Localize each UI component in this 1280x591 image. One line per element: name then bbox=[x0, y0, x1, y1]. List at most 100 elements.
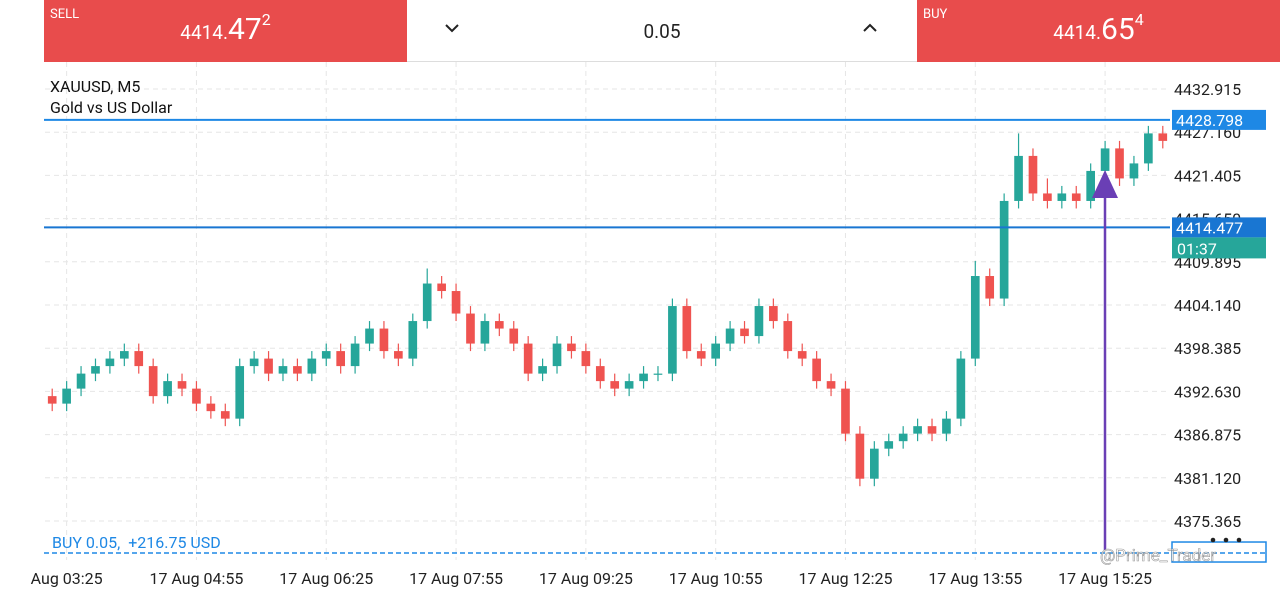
x-tick-label: 17 Aug 12:25 bbox=[799, 569, 893, 588]
candle-body bbox=[177, 381, 187, 389]
candle-body bbox=[422, 283, 432, 322]
candle-body bbox=[192, 388, 201, 404]
candle-body bbox=[884, 441, 894, 449]
volume[interactable]: 0.05 bbox=[643, 20, 681, 43]
y-tick-label: 4375.365 bbox=[1174, 512, 1241, 531]
decrease-button[interactable] bbox=[444, 22, 460, 34]
sell-price: 4414.472 bbox=[44, 10, 407, 47]
candle-body bbox=[249, 358, 259, 367]
candle-body bbox=[1057, 193, 1067, 201]
candle-body bbox=[898, 433, 908, 442]
sell-price-big: 47 bbox=[228, 12, 262, 47]
candle-body bbox=[985, 276, 995, 299]
buy-price-main: 4414. bbox=[1053, 21, 1101, 44]
y-tick-label: 4432.915 bbox=[1174, 80, 1241, 99]
candle-body bbox=[235, 366, 245, 419]
candle-body bbox=[495, 321, 504, 329]
candle-body bbox=[91, 366, 100, 374]
candle-body bbox=[1043, 193, 1052, 201]
candle-body bbox=[653, 373, 663, 375]
chart-subtitle: Gold vs US Dollar bbox=[50, 98, 173, 117]
sell-button[interactable]: SELL 4414.472 bbox=[44, 0, 407, 62]
candle-body bbox=[970, 276, 980, 359]
candle-body bbox=[610, 381, 620, 389]
candle-body bbox=[581, 351, 591, 367]
candle-body bbox=[466, 313, 475, 344]
annotation-arrow-head bbox=[1092, 170, 1118, 198]
candle-body bbox=[1086, 170, 1095, 201]
y-tick-label: 4392.630 bbox=[1174, 382, 1241, 401]
candle-body bbox=[220, 411, 230, 419]
x-tick-label: 17 Aug 13:55 bbox=[928, 569, 1022, 588]
sell-label: SELL bbox=[50, 7, 80, 22]
buy-button[interactable]: BUY 4414.654 bbox=[917, 0, 1280, 62]
buy-price: 4414.654 bbox=[917, 10, 1280, 47]
candle-body bbox=[740, 328, 749, 337]
price-tag-bg bbox=[1172, 217, 1266, 238]
candle-body bbox=[682, 306, 692, 352]
candle-body bbox=[870, 448, 879, 479]
candle-body bbox=[624, 381, 634, 389]
increase-button[interactable] bbox=[862, 22, 878, 34]
candle-body bbox=[321, 351, 331, 359]
candle-body bbox=[913, 426, 922, 434]
candle-body bbox=[307, 358, 317, 374]
candle-body bbox=[668, 306, 677, 374]
candle-body bbox=[725, 328, 735, 344]
sell-price-sup: 2 bbox=[261, 10, 271, 29]
candle-body bbox=[379, 328, 389, 352]
x-tick-label: 17 Aug 15:25 bbox=[1058, 569, 1152, 588]
volume-control: 0.05 bbox=[407, 0, 917, 62]
x-tick-label: 17 Aug 04:55 bbox=[149, 569, 243, 588]
price-tag-bg bbox=[1172, 109, 1266, 130]
buy-price-big: 65 bbox=[1101, 12, 1135, 47]
candle-body bbox=[769, 306, 778, 322]
candle-body bbox=[509, 328, 519, 344]
candle-body bbox=[523, 343, 533, 374]
candle-body bbox=[1158, 133, 1168, 141]
candle-body bbox=[62, 388, 71, 404]
candle-body bbox=[1144, 133, 1153, 164]
candle-body bbox=[350, 343, 360, 367]
y-tick-label: 4404.140 bbox=[1174, 296, 1241, 315]
y-tick-label: 4421.405 bbox=[1174, 166, 1241, 185]
candle-body bbox=[105, 358, 115, 367]
more-menu[interactable] bbox=[1210, 537, 1242, 543]
overlay: 4428.798 4414.477 01:37 BUY 0.05, +216.75 U… bbox=[44, 109, 1267, 563]
x-tick-label: 17 Aug 07:55 bbox=[409, 569, 503, 588]
candle-body bbox=[1129, 163, 1139, 179]
x-tick-label: 17 Aug 10:55 bbox=[669, 569, 763, 588]
candle-body bbox=[163, 381, 172, 397]
candle-body bbox=[1028, 155, 1038, 194]
chart-title: XAUUSD, M5 bbox=[50, 77, 140, 96]
candle-body bbox=[480, 321, 490, 344]
candle-body bbox=[1100, 148, 1110, 171]
x-tick-label: 17 Aug 06:25 bbox=[279, 569, 373, 588]
countdown-bg bbox=[1172, 237, 1266, 259]
candle-body bbox=[120, 351, 129, 359]
position-tag bbox=[1171, 541, 1267, 563]
candle-body bbox=[293, 366, 302, 374]
candle-body bbox=[148, 366, 158, 397]
candle-body bbox=[711, 343, 720, 359]
candle-body bbox=[1115, 148, 1124, 179]
grid: 4432.9154427.1604421.4054415.6504409.895… bbox=[31, 62, 1241, 588]
candle-body bbox=[1071, 193, 1081, 201]
price-tag: 4428.798 bbox=[1176, 111, 1243, 130]
candle-body bbox=[841, 388, 850, 434]
candle-body bbox=[999, 200, 1009, 299]
x-tick-label: 17 Aug 09:25 bbox=[539, 569, 633, 588]
candle-body bbox=[47, 396, 57, 404]
candle-body bbox=[927, 426, 937, 434]
candle-body bbox=[437, 283, 446, 292]
candle-body bbox=[264, 358, 273, 374]
candle-body bbox=[595, 366, 605, 382]
candle-body bbox=[754, 306, 764, 337]
y-tick-label: 4386.875 bbox=[1174, 426, 1241, 445]
candle-body bbox=[956, 358, 966, 419]
candle-body bbox=[567, 343, 576, 352]
buy-label: BUY bbox=[923, 7, 948, 22]
sell-price-main: 4414. bbox=[180, 21, 228, 44]
candle-body bbox=[855, 433, 865, 479]
x-tick-label: Aug 03:25 bbox=[31, 569, 103, 588]
